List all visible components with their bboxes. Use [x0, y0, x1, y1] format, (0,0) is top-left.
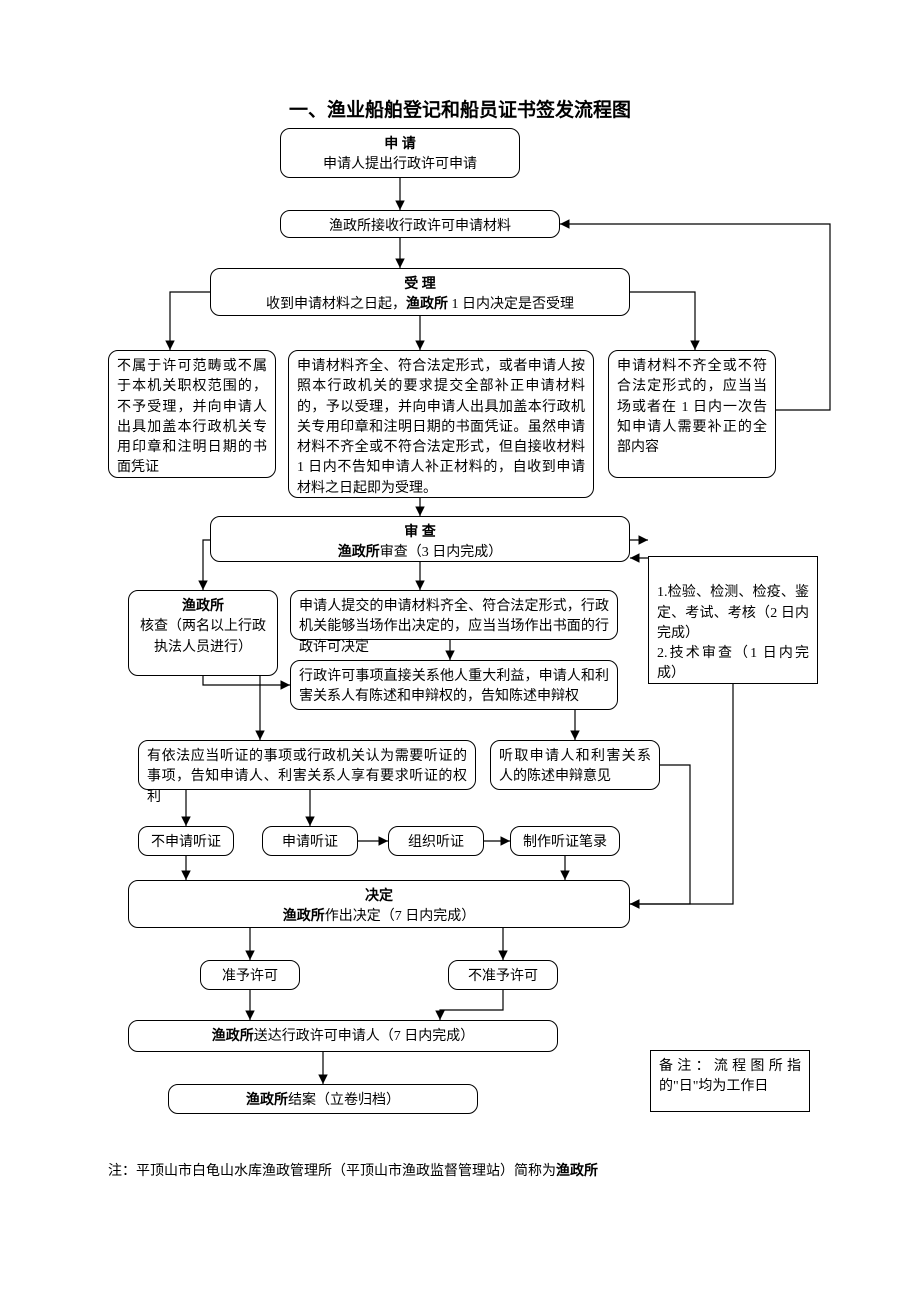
node-body: 渔政所接收行政许可申请材料: [329, 219, 511, 234]
node-body: 申请人提交的申请材料齐全、符合法定形式，行政机关能够当场作出决定的，应当当场作出…: [299, 599, 609, 655]
node-body: 组织听证: [408, 835, 464, 850]
node-receive: 渔政所接收行政许可申请材料: [280, 210, 560, 238]
node-hearing-record: 制作听证笔录: [510, 826, 620, 856]
node-body: 听取申请人和利害关系人的陈述申辩意见: [499, 749, 651, 784]
node-body-pre: 收到申请材料之日起，: [266, 297, 406, 312]
node-body: 申请材料齐全、符合法定形式，或者申请人按照本行政机关的要求提交全部补正申请材料的…: [297, 359, 585, 496]
node-body-post: 送达行政许可申请人（7 日内完成）: [254, 1029, 475, 1044]
node-no-hearing: 不申请听证: [138, 826, 234, 856]
node-body: 申请材料不齐全或不符合法定形式的，应当当场或者在 1 日内一次告知申请人需要补正…: [617, 359, 767, 455]
footnote-pre: 注：平顶山市白龟山水库渔政管理所（平顶山市渔政监督管理站）简称为: [108, 1164, 556, 1179]
node-body: 制作听证笔录: [523, 835, 607, 850]
node-body: 申请听证: [282, 835, 338, 850]
node-title: 申 请: [384, 137, 416, 152]
arrow: [440, 990, 503, 1020]
node-body: 1.检验、检测、检疫、鉴定、考试、考核（2 日内完成） 2.技术审查（1 日内完…: [657, 585, 809, 681]
note-box: 备注：流程图所指的"日"均为工作日: [650, 1050, 810, 1112]
node-verify: 渔政所 核查（两名以上行政执法人员进行）: [128, 590, 278, 676]
node-title: 受 理: [404, 277, 436, 292]
node-body-bold: 渔政所: [283, 909, 325, 924]
node-reject-scope: 不属于许可范畴或不属于本机关职权范围的，不予受理，并向申请人出具加盖本行政机关专…: [108, 350, 276, 478]
footnote-bold: 渔政所: [556, 1164, 598, 1179]
node-body: 有依法应当听证的事项或行政机关认为需要听证的事项，告知申请人、利害关系人享有要求…: [147, 749, 467, 805]
node-inspection: 1.检验、检测、检疫、鉴定、考试、考核（2 日内完成） 2.技术审查（1 日内完…: [648, 556, 818, 684]
node-accept-detail: 申请材料齐全、符合法定形式，或者申请人按照本行政机关的要求提交全部补正申请材料的…: [288, 350, 594, 498]
node-deny: 不准予许可: [448, 960, 558, 990]
node-title: 审 查: [404, 525, 436, 540]
node-title: 决定: [365, 889, 393, 904]
node-approve: 准予许可: [200, 960, 300, 990]
node-accept: 受 理 收到申请材料之日起，渔政所 1 日内决定是否受理: [210, 268, 630, 316]
node-apply-hearing: 申请听证: [262, 826, 358, 856]
note-body: 备注：流程图所指的"日"均为工作日: [659, 1059, 801, 1094]
node-body-post: 审查（3 日内完成）: [380, 545, 503, 560]
page-title: 一、渔业船舶登记和船员证书签发流程图: [0, 95, 920, 122]
arrow: [630, 292, 695, 350]
node-body: 核查（两名以上行政执法人员进行）: [140, 619, 266, 654]
arrow: [203, 540, 210, 590]
node-rights-notice: 行政许可事项直接关系他人重大利益，申请人和利害关系人有陈述和申辩权的，告知陈述申…: [290, 660, 618, 710]
node-body-post: 作出决定（7 日内完成）: [325, 909, 476, 924]
node-deliver: 渔政所送达行政许可申请人（7 日内完成）: [128, 1020, 558, 1052]
node-organize-hearing: 组织听证: [388, 826, 484, 856]
node-body: 不属于许可范畴或不属于本机关职权范围的，不予受理，并向申请人出具加盖本行政机关专…: [117, 359, 267, 475]
node-incomplete: 申请材料不齐全或不符合法定形式的，应当当场或者在 1 日内一次告知申请人需要补正…: [608, 350, 776, 478]
node-body-bold: 渔政所: [212, 1029, 254, 1044]
arrow: [630, 684, 733, 904]
node-apply: 申 请 申请人提出行政许可申请: [280, 128, 520, 178]
node-body-bold: 渔政所: [338, 545, 380, 560]
node-body-post: 结案（立卷归档）: [288, 1093, 400, 1108]
node-body: 准予许可: [222, 969, 278, 984]
node-body: 不准予许可: [468, 969, 538, 984]
node-onsite-decision: 申请人提交的申请材料齐全、符合法定形式，行政机关能够当场作出决定的，应当当场作出…: [290, 590, 618, 640]
node-hear-opinions: 听取申请人和利害关系人的陈述申辩意见: [490, 740, 660, 790]
flowchart-page: 一、渔业船舶登记和船员证书签发流程图 申 请 申请人提出行政许可申请 渔政所接收…: [0, 0, 920, 1302]
node-body-bold: 渔政所: [406, 297, 448, 312]
arrow: [203, 676, 290, 685]
node-body: 不申请听证: [151, 835, 221, 850]
node-review: 审 查 渔政所审查（3 日内完成）: [210, 516, 630, 562]
node-body: 行政许可事项直接关系他人重大利益，申请人和利害关系人有陈述和申辩权的，告知陈述申…: [299, 669, 609, 704]
node-body: 申请人提出行政许可申请: [323, 157, 477, 172]
node-title-bold: 渔政所: [182, 599, 224, 614]
arrow: [170, 292, 210, 350]
node-decision: 决定 渔政所作出决定（7 日内完成）: [128, 880, 630, 928]
node-archive: 渔政所结案（立卷归档）: [168, 1084, 478, 1114]
node-hearing-notice: 有依法应当听证的事项或行政机关认为需要听证的事项，告知申请人、利害关系人享有要求…: [138, 740, 476, 790]
footnote: 注：平顶山市白龟山水库渔政管理所（平顶山市渔政监督管理站）简称为渔政所: [108, 1160, 598, 1180]
node-body-post: 1 日内决定是否受理: [448, 297, 574, 312]
node-body-bold: 渔政所: [246, 1093, 288, 1108]
